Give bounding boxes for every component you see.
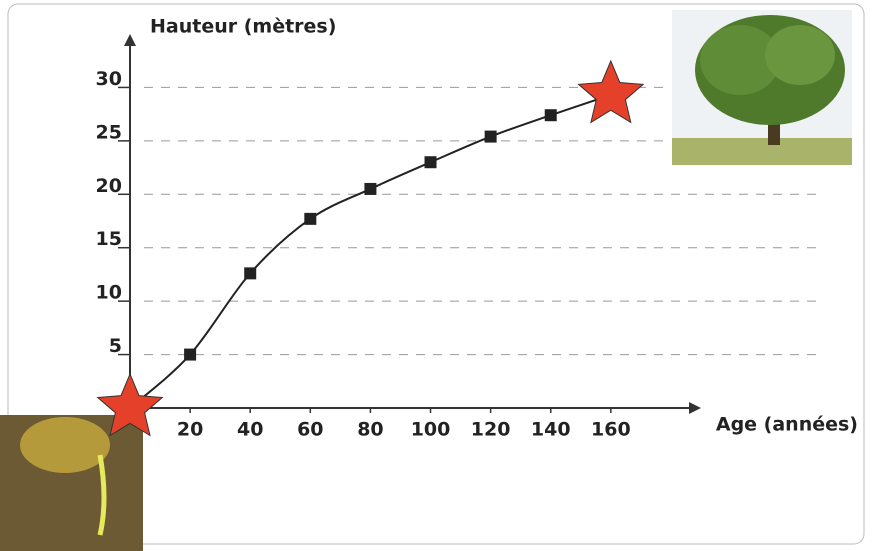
square-marker: [244, 267, 257, 280]
x-tick-label: 80: [357, 419, 383, 441]
x-tick-label: 40: [237, 419, 263, 441]
tree-photo: [672, 10, 852, 165]
square-marker: [184, 348, 197, 361]
y-tick-label: 15: [96, 228, 122, 250]
y-tick-label: 20: [96, 175, 122, 197]
square-marker: [364, 182, 377, 195]
x-axis-title: Age (années): [716, 414, 858, 436]
growth-line: [129, 93, 612, 409]
x-tick-label: 60: [297, 419, 323, 441]
square-marker: [544, 109, 557, 122]
y-tick-label: 10: [96, 282, 122, 304]
y-tick-label: 5: [109, 335, 122, 357]
square-marker: [484, 130, 497, 143]
seed-photo: [0, 415, 143, 551]
y-axis-title: Hauteur (mètres): [150, 16, 336, 38]
y-tick-label: 25: [96, 121, 122, 143]
x-tick-label: 160: [591, 419, 631, 441]
x-arrow: [689, 402, 701, 414]
x-tick-label: 20: [177, 419, 203, 441]
y-tick-label: 30: [96, 68, 122, 90]
square-marker: [304, 212, 317, 225]
square-marker: [424, 156, 437, 169]
star-marker: [96, 372, 164, 437]
x-tick-label: 100: [411, 419, 451, 441]
y-arrow: [124, 34, 136, 46]
x-tick-label: 140: [531, 419, 571, 441]
x-tick-label: 120: [471, 419, 511, 441]
star-marker: [577, 59, 645, 124]
